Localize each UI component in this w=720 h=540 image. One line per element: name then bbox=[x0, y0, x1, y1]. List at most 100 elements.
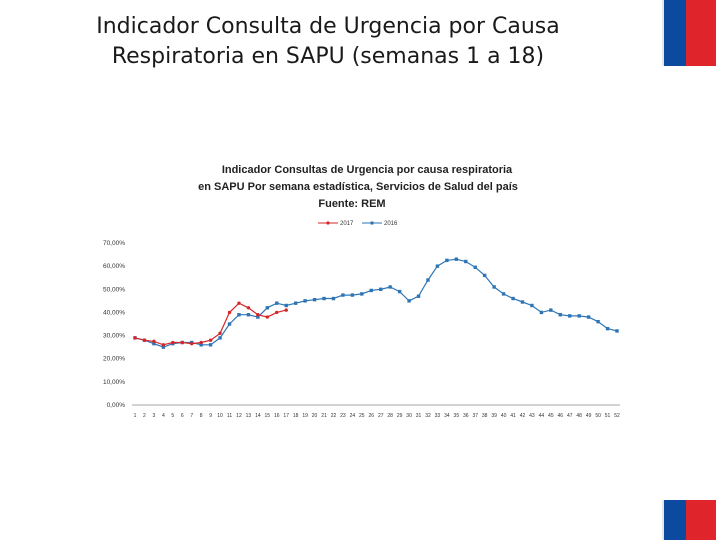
series-2016-point bbox=[341, 293, 345, 297]
series-2016-point bbox=[218, 336, 222, 340]
series-2016-point bbox=[558, 313, 562, 317]
series-2016-point bbox=[312, 298, 317, 302]
x-tick-label: 4 bbox=[162, 413, 165, 419]
series-2016-point bbox=[407, 299, 411, 303]
chile-flag-bottom-logo bbox=[662, 500, 716, 540]
x-tick-label: 16 bbox=[274, 413, 280, 419]
series-2016-point bbox=[454, 257, 459, 261]
series-2016-point bbox=[464, 259, 468, 264]
series-2017-point bbox=[171, 340, 175, 345]
x-tick-label: 43 bbox=[529, 413, 535, 419]
series-2016-point bbox=[227, 322, 232, 326]
x-tick-label: 25 bbox=[359, 413, 365, 419]
legend-2016-label: 2016 bbox=[384, 221, 398, 227]
x-tick-label: 32 bbox=[425, 413, 431, 419]
series-2016-point bbox=[397, 289, 402, 294]
slide-title: Indicador Consulta de Urgencia por Causa… bbox=[40, 12, 616, 72]
flag-blue-stripe bbox=[664, 500, 686, 540]
series-2016-point bbox=[360, 292, 364, 296]
series-2017-point bbox=[161, 343, 166, 347]
x-tick-label: 20 bbox=[312, 413, 318, 419]
series-2016-point bbox=[256, 315, 260, 319]
x-tick-label: 39 bbox=[491, 413, 497, 419]
series-2017-point bbox=[208, 338, 213, 342]
x-tick-label: 11 bbox=[227, 413, 232, 419]
x-tick-label: 29 bbox=[397, 413, 403, 419]
x-tick-label: 10 bbox=[217, 413, 223, 419]
x-tick-label: 31 bbox=[416, 413, 422, 419]
series-2017-point bbox=[256, 313, 260, 317]
series-2017-point bbox=[275, 310, 279, 315]
x-tick-label: 23 bbox=[340, 413, 346, 419]
series-2017-point bbox=[142, 338, 147, 342]
series-2016-point bbox=[379, 287, 383, 291]
series-2016-point bbox=[586, 315, 591, 319]
x-tick-label: 3 bbox=[153, 413, 156, 419]
series-2016-point bbox=[501, 292, 506, 296]
x-tick-label: 6 bbox=[181, 413, 184, 419]
x-tick-label: 37 bbox=[472, 413, 478, 419]
x-tick-label: 5 bbox=[171, 413, 174, 419]
x-tick-label: 49 bbox=[586, 413, 592, 419]
x-tick-label: 21 bbox=[321, 413, 327, 419]
series-2016-point bbox=[577, 314, 581, 318]
chart-axes: 0,00% 10,00% 20,00% 30,00% 40,00% 50,00% 60,00… bbox=[103, 240, 620, 419]
legend-2017-marker bbox=[326, 221, 330, 225]
y-tick-label: 60,00% bbox=[103, 263, 125, 270]
series-2016-point bbox=[152, 341, 156, 346]
x-tick-label: 22 bbox=[331, 413, 337, 419]
series-2017-point bbox=[237, 301, 241, 305]
x-tick-label: 2 bbox=[143, 413, 146, 419]
series-2016-point bbox=[445, 258, 449, 263]
series-2017-point bbox=[180, 340, 184, 345]
series-2017-point bbox=[227, 310, 232, 315]
series-2016-point bbox=[265, 306, 270, 310]
series-2017-point bbox=[218, 331, 222, 335]
y-tick-label: 0,00% bbox=[107, 402, 126, 409]
y-tick-label: 10,00% bbox=[103, 379, 125, 386]
series-2016-point bbox=[426, 278, 430, 282]
x-tick-label: 14 bbox=[255, 413, 261, 419]
series-2016-point bbox=[369, 288, 373, 293]
x-tick-label: 19 bbox=[302, 413, 308, 419]
series-2016-point bbox=[492, 285, 496, 289]
legend-2017-label: 2017 bbox=[340, 221, 354, 227]
series-2016-point bbox=[615, 329, 619, 333]
x-tick-label: 36 bbox=[463, 413, 469, 419]
x-tick-label: 12 bbox=[236, 413, 242, 419]
series-2016-point bbox=[416, 294, 421, 298]
x-tick-label: 9 bbox=[209, 413, 212, 419]
chile-flag-top-logo bbox=[662, 0, 716, 66]
series-2016-point bbox=[331, 296, 336, 301]
x-tick-label: 41 bbox=[510, 413, 516, 419]
chart-series bbox=[133, 257, 619, 349]
x-tick-label: 7 bbox=[190, 413, 193, 419]
flag-blue-stripe bbox=[664, 0, 686, 66]
x-tick-label: 46 bbox=[558, 413, 564, 419]
y-tick-label: 20,00% bbox=[103, 356, 125, 363]
series-2016-point bbox=[199, 343, 203, 347]
series-2016-point bbox=[605, 326, 610, 331]
x-tick-label: 33 bbox=[435, 413, 441, 419]
x-tick-label: 30 bbox=[406, 413, 412, 419]
chart-title-line-3: Fuente: REM bbox=[318, 198, 385, 210]
series-2016-point bbox=[388, 285, 392, 289]
series-2016-point bbox=[511, 296, 515, 301]
x-tick-label: 48 bbox=[576, 413, 582, 419]
x-tick-label: 26 bbox=[368, 413, 374, 419]
series-2017-point bbox=[199, 340, 203, 345]
series-2016-point bbox=[246, 313, 251, 317]
x-tick-label: 51 bbox=[605, 413, 611, 419]
chart-title: Indicador Consultas de Urgencia por caus… bbox=[198, 164, 518, 210]
x-tick-label: 40 bbox=[501, 413, 507, 419]
x-tick-label: 13 bbox=[246, 413, 252, 419]
series-2016-point bbox=[473, 265, 477, 269]
x-tick-label: 28 bbox=[387, 413, 393, 419]
x-tick-label: 52 bbox=[614, 413, 620, 419]
chart-title-line-2: en SAPU Por semana estadística, Servicio… bbox=[198, 181, 518, 193]
y-tick-label: 40,00% bbox=[103, 309, 125, 316]
series-2016-point bbox=[275, 301, 279, 305]
x-tick-label: 47 bbox=[567, 413, 573, 419]
x-tick-label: 24 bbox=[350, 413, 356, 419]
y-tick-label: 30,00% bbox=[103, 333, 125, 340]
